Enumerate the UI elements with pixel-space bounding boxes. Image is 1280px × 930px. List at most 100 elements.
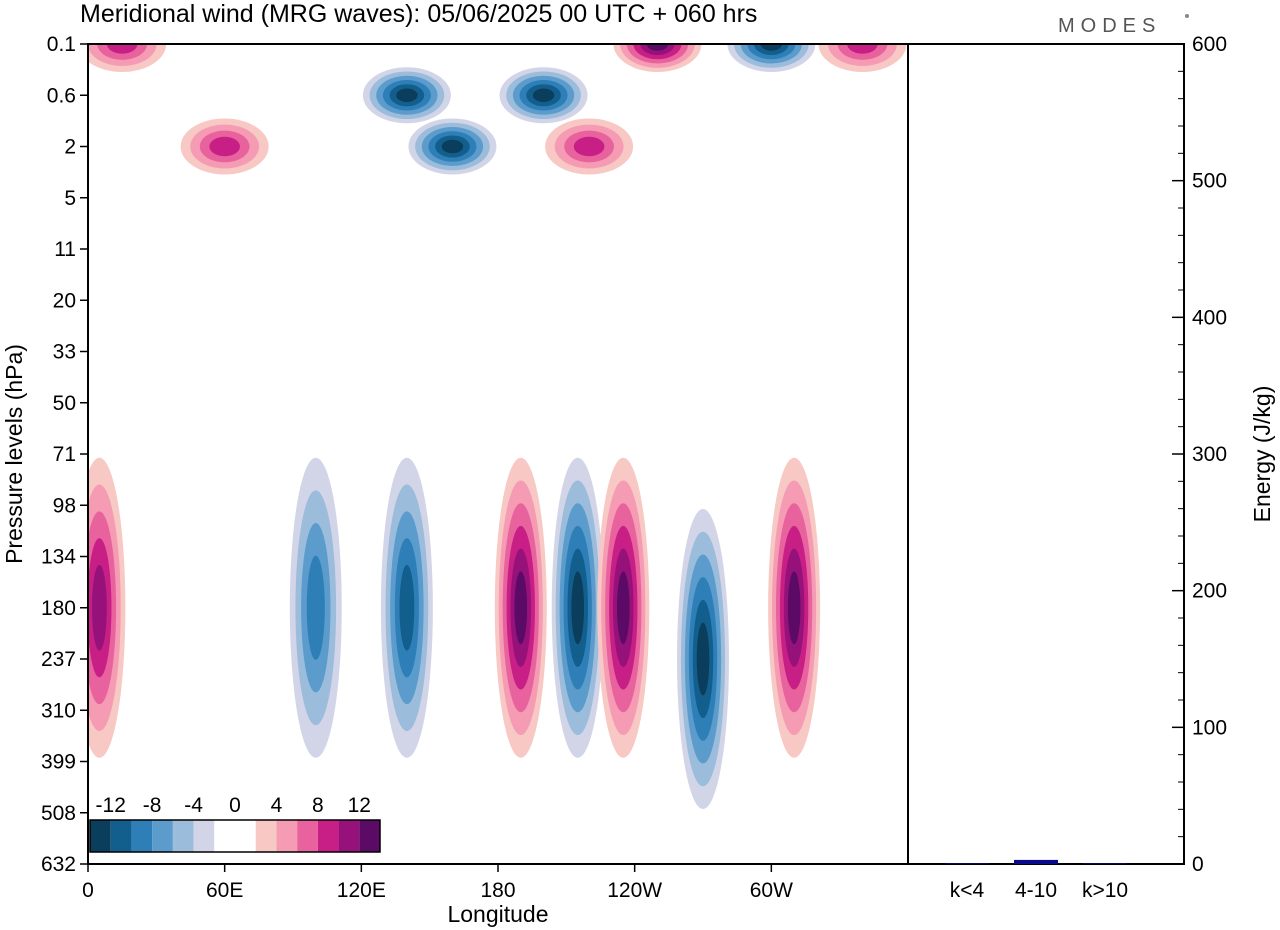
- contour-feature: [494, 457, 547, 758]
- y-tick-label: 98: [53, 494, 76, 517]
- y-tick-label: 0.6: [47, 84, 76, 107]
- contour-level: [306, 555, 325, 660]
- contour-feature: [180, 118, 269, 175]
- energy-tick-label: 400: [1192, 306, 1227, 329]
- colorbar-swatch: [359, 820, 380, 852]
- contour-level: [787, 571, 801, 645]
- longitude-axis: 0 60E 120E 180 120W 60W: [82, 864, 793, 902]
- y-tick-label: 508: [41, 802, 76, 825]
- contour-feature: [597, 457, 650, 758]
- x-tick-label: 180: [480, 879, 515, 902]
- colorbar-label: 0: [229, 794, 241, 817]
- contour-level: [514, 571, 528, 645]
- x-tick-label: 120W: [607, 879, 662, 902]
- energy-bar: [1014, 859, 1058, 864]
- energy-panel-frame: [907, 43, 1185, 865]
- contour-level: [573, 136, 605, 157]
- y-tick-label: 50: [53, 392, 76, 415]
- x-tick-label: 0: [82, 879, 94, 902]
- contour-feature: [289, 457, 342, 758]
- colorbar-swatch: [338, 820, 360, 852]
- colorbar-swatch: [110, 820, 132, 852]
- colorbar-swatch: [131, 820, 153, 852]
- pressure-axis: 0.1 0.6 2 5 11 20 33 50 71 98 134 180 237 310 399 508 63…: [41, 33, 88, 876]
- contour-level: [696, 622, 710, 696]
- contour-level: [571, 571, 585, 645]
- colorbar: -12 -8 -4 0 4 8 12: [89, 794, 381, 853]
- energy-tick-label: 600: [1192, 33, 1227, 56]
- colorbar-frame: [89, 819, 381, 853]
- energy-tick-label: 200: [1192, 580, 1227, 603]
- contour-level: [399, 564, 415, 651]
- colorbar-swatch: [297, 820, 318, 852]
- x-tick-label: 60W: [750, 879, 793, 902]
- y-tick-label: 310: [41, 699, 76, 722]
- chart-title: Meridional wind (MRG waves): 05/06/2025 …: [80, 0, 757, 28]
- contour-level: [396, 88, 418, 103]
- energy-bar: [945, 863, 989, 864]
- contour-feature: [677, 509, 729, 809]
- y-tick-label: 134: [41, 546, 76, 569]
- brand-logo: MODES: [1058, 15, 1161, 37]
- colorbar-label: 8: [312, 794, 324, 817]
- contour-feature: [727, 44, 816, 72]
- brand-mark-icon: [1185, 14, 1189, 18]
- contour-feature: [818, 44, 907, 72]
- y-tick-label: 2: [64, 136, 76, 159]
- contour-feature: [545, 118, 634, 175]
- colorbar-swatch: [235, 820, 256, 852]
- energy-tick-label: 100: [1192, 716, 1227, 739]
- colorbar-swatch: [172, 820, 194, 852]
- x-tick-label: 60E: [206, 879, 243, 902]
- energy-category-label: k<4: [950, 879, 985, 902]
- colorbar-label: 12: [348, 794, 371, 817]
- x-tick-label: 120E: [337, 879, 386, 902]
- y-tick-label: 20: [53, 289, 76, 312]
- contour-level: [760, 44, 782, 51]
- heatmap-contours: [88, 44, 907, 809]
- energy-axis-label: Energy (J/kg): [1249, 386, 1275, 523]
- colorbar-swatch: [255, 820, 277, 852]
- colorbar-swatch: [317, 820, 339, 852]
- contour-feature: [768, 457, 821, 758]
- y-tick-label: 632: [41, 853, 76, 876]
- colorbar-swatch: [90, 820, 111, 852]
- contour-level: [106, 44, 138, 54]
- y-tick-label: 237: [41, 648, 76, 671]
- colorbar-swatch: [276, 820, 298, 852]
- colorbar-swatch: [193, 820, 215, 852]
- colorbar-swatch: [152, 820, 173, 852]
- energy-category-label: k>10: [1082, 879, 1128, 902]
- colorbar-label: -8: [143, 794, 162, 817]
- contour-feature: [88, 457, 126, 758]
- contour-feature: [362, 67, 451, 124]
- contour-feature: [88, 44, 167, 72]
- y-tick-label: 5: [64, 187, 76, 210]
- contour-level: [532, 88, 555, 103]
- colorbar-swatch: [214, 820, 235, 852]
- colorbar-label: 4: [271, 794, 283, 817]
- contour-level: [209, 136, 240, 157]
- contour-level: [616, 571, 630, 645]
- energy-bar: [1083, 863, 1127, 864]
- contour-feature: [613, 44, 702, 72]
- y-tick-label: 399: [41, 751, 76, 774]
- y-tick-label: 180: [41, 597, 76, 620]
- energy-tick-label: 500: [1192, 170, 1227, 193]
- y-tick-label: 71: [53, 443, 76, 466]
- contour-level: [847, 44, 878, 54]
- x-axis-label: Longitude: [447, 901, 548, 927]
- y-tick-label: 33: [53, 341, 76, 364]
- colorbar-label: -12: [96, 794, 126, 817]
- contour-level: [91, 564, 107, 651]
- y-tick-label: 0.1: [47, 33, 76, 56]
- y-tick-label: 11: [54, 238, 76, 261]
- contour-feature: [408, 118, 497, 175]
- contour-level: [441, 139, 464, 154]
- energy-tick-label: 0: [1192, 853, 1204, 876]
- contour-feature: [551, 457, 604, 758]
- contour-level: [646, 44, 669, 51]
- energy-bars: k<4 4-10 k>10: [945, 859, 1128, 902]
- contour-feature: [499, 67, 588, 124]
